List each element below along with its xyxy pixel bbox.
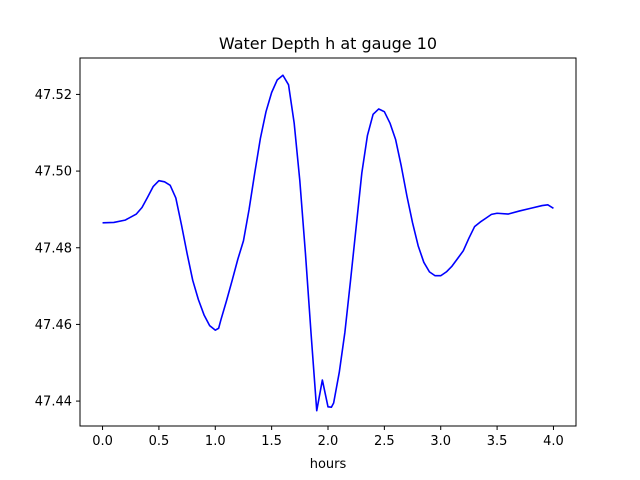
y-tick-label: 47.50 xyxy=(35,165,72,180)
x-tick-label: 0.5 xyxy=(149,434,170,449)
x-tick-label: 4.0 xyxy=(543,434,564,449)
x-tick-label: 2.0 xyxy=(318,434,339,449)
x-tick-label: 3.0 xyxy=(430,434,451,449)
y-tick-label: 47.48 xyxy=(35,241,72,256)
y-tick-label: 47.44 xyxy=(35,395,72,410)
x-axis-label: hours xyxy=(310,457,347,472)
y-tick-label: 47.46 xyxy=(35,318,72,333)
y-tick-label: 47.52 xyxy=(35,88,72,103)
series-group xyxy=(102,74,554,412)
x-tick-label: 0.0 xyxy=(92,434,113,449)
x-axis: 0.0 0.5 1.0 1.5 2.0 2.5 3.0 3.5 4.0 xyxy=(92,426,564,449)
x-tick-label: 1.0 xyxy=(205,434,226,449)
chart-title: Water Depth h at gauge 10 xyxy=(219,34,437,53)
x-tick-label: 1.5 xyxy=(261,434,282,449)
x-tick-label: 3.5 xyxy=(487,434,508,449)
series-line-0 xyxy=(102,74,554,412)
y-axis: 47.44 47.46 47.48 47.50 47.52 xyxy=(35,88,80,410)
x-tick-label: 2.5 xyxy=(374,434,395,449)
